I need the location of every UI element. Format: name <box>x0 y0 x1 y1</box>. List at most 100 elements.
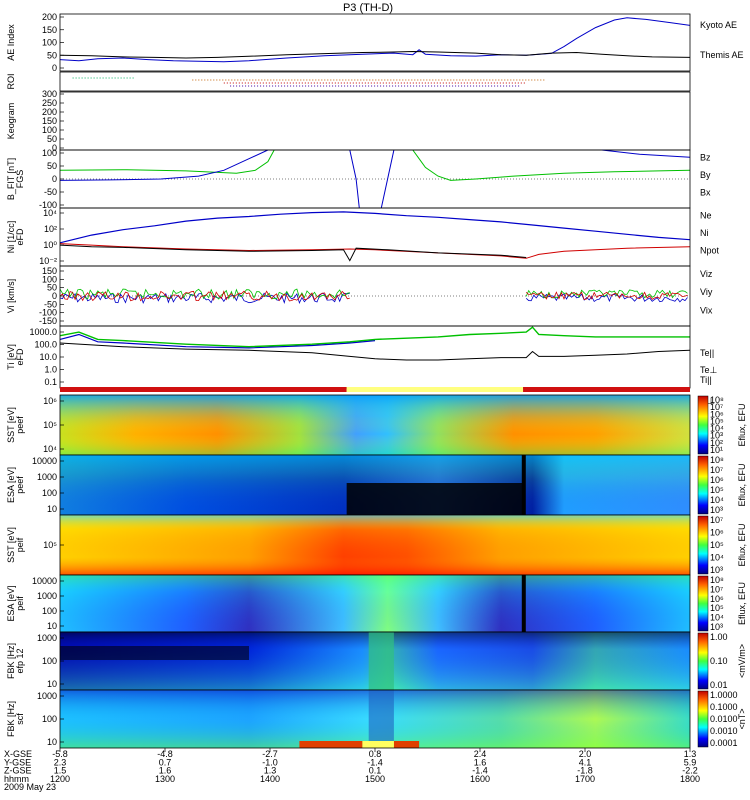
esa_e-cbar-label: 10⁸ <box>710 455 724 465</box>
ae-ytick-label: 100 <box>42 38 57 48</box>
ni-ytick-label: 10² <box>44 224 57 234</box>
vi-legend-2: Vix <box>700 305 713 315</box>
fbk_b-cbar-label: 0.0010 <box>710 726 738 736</box>
bfit-ytick-label: -50 <box>44 187 57 197</box>
panel-ae: AE Index 200 150 100 50 0 Kyoto AE Themis AE <box>6 12 744 73</box>
fbk_b-ytick-label: 10 <box>47 737 57 747</box>
esa_e-cbar-title: Eflux, EFU <box>737 463 747 506</box>
x-value-x-gse: -5.8 <box>52 749 68 759</box>
sst_e-cbar-label: 10³ <box>710 431 723 441</box>
vi-ytick-label: 100 <box>42 274 57 284</box>
x-value-hhmm: 1300 <box>155 774 175 784</box>
panel-fbk_e: FBK [Hz] efp 12 1000 100 10 1.00 0.10 0.01 <mV/m… <box>6 631 747 691</box>
sst_e-cbar-label: 10⁸ <box>710 395 724 405</box>
esa_e-cbar-label: 10⁵ <box>710 485 724 495</box>
esa_i-spectrogram-overlay <box>60 575 690 632</box>
fbk_b-cbar-label: 0.1000 <box>710 702 738 712</box>
x-value-x-gse: -4.8 <box>157 749 173 759</box>
esa_i-ysublabel: peif <box>15 596 25 611</box>
x-value-hhmm: 1200 <box>50 774 70 784</box>
sst_i-ysublabel: peif <box>15 537 25 552</box>
bfit-ytick-label: 0 <box>52 174 57 184</box>
sst_e-cbar-label: 10⁷ <box>710 402 723 412</box>
vi-ylabel: Vi [km/s] <box>6 279 16 313</box>
keogram-ytick-label: 200 <box>42 107 57 117</box>
x-value-x-gse: 1.3 <box>684 749 697 759</box>
esa_e-ytick-label: 1000 <box>37 472 57 482</box>
x-value-y-gse: -1.4 <box>367 757 383 767</box>
esa_i-ytick-label: 1000 <box>37 591 57 601</box>
x-value-x-gse: 2.4 <box>474 749 487 759</box>
x-value-hhmm: 1600 <box>470 774 490 784</box>
x-value-hhmm: 1500 <box>365 774 385 784</box>
vi-legend-0: Viz <box>700 269 713 279</box>
series-npot <box>59 211 691 244</box>
esa_i-ytick-label: 100 <box>42 606 57 616</box>
x-value-x-gse: 2.0 <box>579 749 592 759</box>
bfit-ytick-label: 50 <box>47 161 57 171</box>
fbk_b-cbar-label: 0.0100 <box>710 714 738 724</box>
esa_i-cbar-title: Eflux, EFU <box>737 582 747 625</box>
vi-ytick-label: -50 <box>44 299 57 309</box>
plot-title: P3 (TH-D) <box>343 2 393 14</box>
sst_e-cbar-label: 10⁶ <box>710 409 724 419</box>
panel-fbk_b: FBK [Hz] scf 1000 100 10 1.0000 0.1000 0.0100 0.… <box>6 689 747 749</box>
x-value-y-gse: 5.9 <box>684 757 697 767</box>
bfit-ysublabel: FGS <box>15 170 25 189</box>
x-date-label: 2009 May 23 <box>4 782 56 792</box>
mode-bar-fast <box>346 387 524 392</box>
x-value-z-gse: 0.1 <box>369 766 382 776</box>
sst_i-cbar-label: 10⁶ <box>710 528 724 538</box>
esa_i-cbar-label: 10⁷ <box>710 584 723 594</box>
x-value-z-gse: 1.3 <box>264 766 277 776</box>
series-by-2 <box>412 149 691 181</box>
ni-legend-1: Ni <box>700 228 709 238</box>
series-ti-par <box>59 326 690 348</box>
panel-sst_e: SST [eV] peef10⁶10⁵10⁴10⁸10⁷10⁶10⁵10⁴10³1… <box>6 394 747 456</box>
x-row-label-hhmm: hhmm <box>4 774 29 784</box>
sst_e-ysublabel: peef <box>15 416 25 434</box>
fbk_b-cbar-label: 1.0000 <box>710 690 738 700</box>
x-value-z-gse: 1.6 <box>159 766 172 776</box>
esa_e-ytick-label: 10 <box>47 504 57 514</box>
x-value-z-gse: 1.5 <box>54 766 67 776</box>
ti-ytick-label: 1000.0 <box>29 327 57 337</box>
ni-border <box>59 207 691 267</box>
series-vi-1-a <box>59 288 350 300</box>
roi-border <box>59 71 691 92</box>
mode-bar-slow-2 <box>523 387 690 392</box>
vi-ytick-label: 50 <box>47 283 57 293</box>
keogram-ytick-label: 300 <box>42 89 57 99</box>
esa_e-cbar-label: 10⁶ <box>710 475 724 485</box>
esa_e-ylabel: ESA [eV] <box>6 467 16 503</box>
x-value-hhmm: 1400 <box>260 774 280 784</box>
keogram-ytick-label: 0 <box>52 143 57 153</box>
ae-ytick-label: 200 <box>42 12 57 22</box>
keogram-ylabel: Keogram <box>6 103 16 140</box>
ni-ytick-label: 10⁰ <box>43 240 57 250</box>
fbk_e-ytick-label: 100 <box>42 656 57 666</box>
ni-ylabel: Ni [1/cc] <box>6 221 16 254</box>
series-vi-2-a <box>59 290 350 302</box>
esa_e-colorbar <box>697 455 709 515</box>
keogram-ytick-label: 150 <box>42 116 57 126</box>
series-bx-3 <box>380 149 395 209</box>
series-bx-2 <box>349 149 360 209</box>
sst_e-ytick-label: 10⁶ <box>43 396 57 406</box>
x-row-label-z-gse: Z-GSE <box>4 766 32 776</box>
x-value-hhmm: 1700 <box>575 774 595 784</box>
ae-legend-0: Kyoto AE <box>700 20 737 30</box>
fbk_b-ysublabel: scf <box>15 713 25 725</box>
keogram-ytick-label: 250 <box>42 98 57 108</box>
ti-ytick-label: 0.1 <box>44 377 57 387</box>
fbk_b-ytick-label: 100 <box>42 714 57 724</box>
sst_e-ytick-label: 10⁴ <box>43 444 57 454</box>
fbk-e-burst <box>368 632 394 690</box>
sst_e-colorbar <box>697 395 709 455</box>
sst_e-spectrogram-overlay <box>60 395 690 455</box>
esa_i-ytick-label: 10 <box>47 621 57 631</box>
esa_e-cbar-label: 10⁴ <box>710 495 724 505</box>
sst_e-cbar-title: Eflux, EFU <box>737 403 747 446</box>
ae-ytick-label: 0 <box>52 63 57 73</box>
panel-esa_i: ESA [eV] peif1000010001001010⁸10⁷10⁶10⁵10… <box>6 574 747 633</box>
